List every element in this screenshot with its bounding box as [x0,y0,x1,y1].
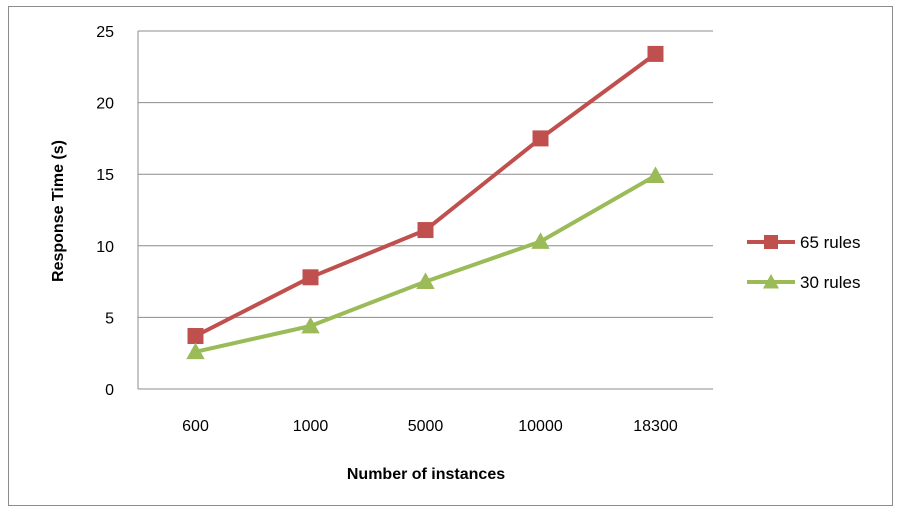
data-point [301,316,320,334]
x-tick-label: 5000 [408,418,444,435]
data-point [531,232,550,249]
data-point [416,272,435,289]
y-axis-ticks: 0 5 10 15 20 25 [96,24,114,399]
data-point [187,328,204,345]
data-point [764,235,778,249]
series-line [194,52,657,338]
x-axis-ticks: 600 1000 5000 10000 18300 [182,418,678,435]
y-tick-label: 5 [105,310,114,327]
data-point [646,166,665,183]
data-point [647,45,664,62]
series-line [195,173,657,354]
data-point [417,222,434,239]
y-tick-label: 0 [105,382,114,399]
data-point [186,342,205,360]
data-point [302,269,319,286]
data-point [762,273,780,289]
y-tick-label: 10 [96,239,114,256]
series-layer [186,45,665,360]
legend-label: 30 rules [800,273,860,292]
x-tick-label: 18300 [633,418,678,435]
x-tick-label: 1000 [293,418,329,435]
legend: 65 rules 30 rules [747,233,860,292]
legend-entry: 65 rules [747,233,860,252]
legend-entry: 30 rules [747,273,860,292]
legend-label: 65 rules [800,233,860,252]
x-tick-label: 600 [182,418,209,435]
data-point [532,130,549,147]
gridlines [137,30,713,390]
y-axis-title: Response Time (s) [50,140,67,282]
series-1 [186,166,665,360]
x-tick-label: 10000 [518,418,563,435]
y-tick-label: 25 [96,24,114,41]
y-tick-label: 15 [96,167,114,184]
series-0 [187,45,664,345]
x-axis-title: Number of instances [347,466,505,483]
y-tick-label: 20 [96,96,114,113]
chart-frame [8,6,893,506]
